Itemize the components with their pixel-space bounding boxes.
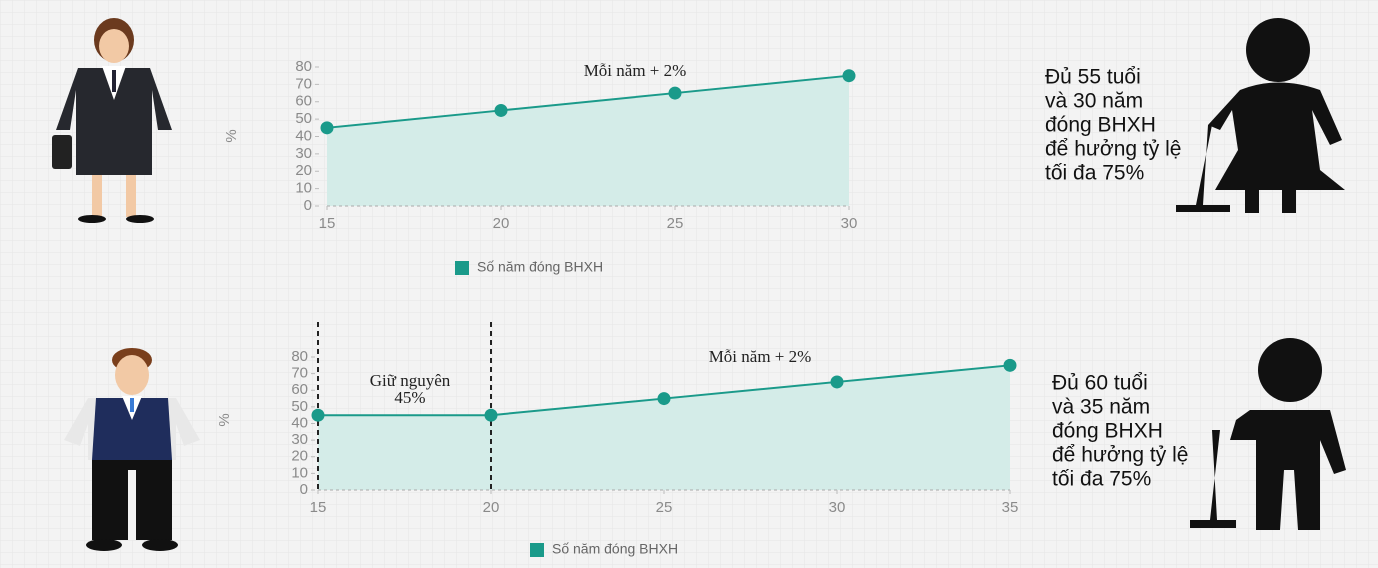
x-tick-label: 25	[667, 215, 684, 232]
y-tick-label: 30	[291, 431, 308, 448]
y-tick-label: 80	[295, 58, 312, 75]
y-tick-label: 20	[295, 162, 312, 179]
x-tick-label: 35	[1002, 499, 1019, 516]
y-tick-label: 40	[295, 127, 312, 144]
x-tick-label: 30	[829, 499, 846, 516]
side-note: để hưởng tỷ lệ	[1052, 444, 1188, 467]
point	[1003, 358, 1017, 372]
legend-label: Số năm đóng BHXH	[477, 259, 603, 275]
x-tick-label: 20	[483, 499, 500, 516]
y-tick-label: 70	[295, 75, 312, 92]
legend-swatch	[455, 261, 469, 275]
x-tick-label: 15	[319, 215, 336, 232]
annotation: Mỗi năm + 2%	[584, 61, 687, 80]
elderly-woman-silhouette	[1176, 18, 1345, 213]
man-figure	[64, 348, 200, 551]
legend-swatch	[530, 543, 544, 557]
point	[311, 408, 325, 422]
area	[327, 75, 849, 206]
y-tick-label: 0	[304, 197, 312, 214]
y-tick-label: 60	[291, 381, 308, 398]
y-axis-label: %	[216, 413, 233, 426]
x-tick-label: 20	[493, 215, 510, 232]
point	[657, 392, 671, 406]
elderly-man-silhouette	[1190, 338, 1346, 530]
x-tick-label: 30	[841, 215, 858, 232]
point	[494, 103, 508, 117]
annotation: Mỗi năm + 2%	[709, 347, 812, 366]
side-note: Đủ 60 tuổi	[1052, 372, 1148, 395]
point	[842, 69, 856, 83]
woman-figure	[52, 18, 172, 223]
y-tick-label: 20	[291, 448, 308, 465]
side-note: đóng BHXH	[1045, 114, 1156, 137]
point	[668, 86, 682, 100]
annotation: Giữ nguyên	[370, 371, 451, 390]
y-axis-label: %	[223, 129, 240, 142]
point	[830, 375, 844, 389]
x-tick-label: 15	[310, 499, 327, 516]
y-tick-label: 10	[295, 180, 312, 197]
x-tick-label: 25	[656, 499, 673, 516]
y-tick-label: 0	[300, 481, 308, 498]
side-note: tối đa 75%	[1052, 468, 1151, 491]
y-tick-label: 50	[291, 398, 308, 415]
legend-label: Số năm đóng BHXH	[552, 541, 678, 557]
line	[326, 74, 850, 129]
side-note: và 30 năm	[1045, 90, 1143, 113]
annotation: 45%	[394, 388, 425, 407]
point	[320, 121, 334, 135]
y-tick-label: 60	[295, 93, 312, 110]
side-note: đóng BHXH	[1052, 420, 1163, 443]
y-tick-label: 40	[291, 414, 308, 431]
y-tick-label: 70	[291, 365, 308, 382]
side-note: và 35 năm	[1052, 396, 1150, 419]
point	[484, 408, 498, 422]
y-tick-label: 80	[291, 348, 308, 365]
y-tick-label: 50	[295, 110, 312, 127]
side-note: tối đa 75%	[1045, 162, 1144, 185]
side-note: Đủ 55 tuổi	[1045, 66, 1141, 89]
y-tick-label: 10	[291, 464, 308, 481]
side-note: để hưởng tỷ lệ	[1045, 138, 1181, 161]
y-tick-label: 30	[295, 145, 312, 162]
